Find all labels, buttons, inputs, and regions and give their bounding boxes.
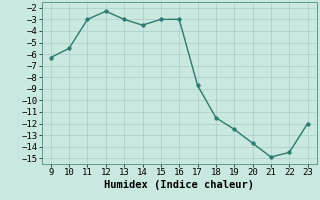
X-axis label: Humidex (Indice chaleur): Humidex (Indice chaleur) — [104, 180, 254, 190]
